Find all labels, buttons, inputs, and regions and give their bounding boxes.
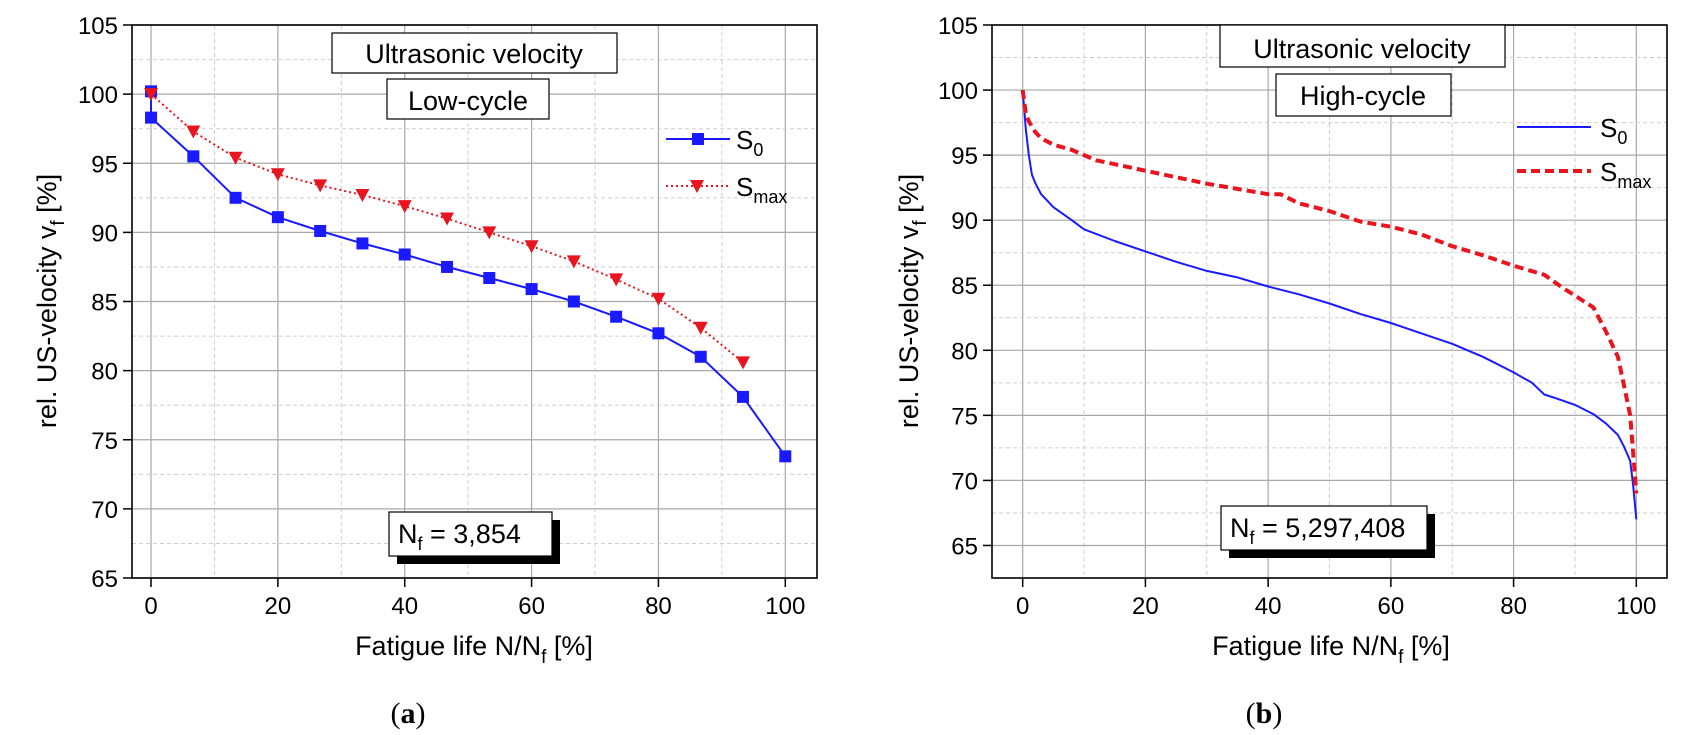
- panel-a-chart: 0 20 40 60 80 100 65 70 75 80 85 90 95 100 105 Ultraso…: [32, 13, 818, 730]
- a-point-0: [652, 327, 665, 340]
- a-legend-label-smax: Smax: [736, 172, 787, 207]
- a-point-max: [228, 151, 243, 165]
- a-point-max: [735, 356, 750, 370]
- a-y-tick-label: 90: [91, 220, 118, 247]
- b-legend-label-s0: S0: [1600, 113, 1627, 148]
- a-point-0: [525, 283, 538, 296]
- a-point-0: [398, 248, 411, 261]
- a-point-max: [524, 240, 539, 254]
- a-point-0: [779, 450, 792, 463]
- a-point-max: [144, 88, 159, 102]
- b-note-box: Nf = 5,297,408: [1220, 505, 1435, 558]
- b-x-axis-title: Fatigue life N/Nf [%]: [1212, 631, 1450, 668]
- a-legend-marker-smax: [690, 180, 704, 193]
- b-note-text: Nf = 5,297,408: [1230, 513, 1405, 548]
- a-x-tick-label: 80: [645, 593, 672, 620]
- b-legend: S0 Smax: [1517, 113, 1651, 192]
- a-point-max: [440, 212, 455, 226]
- a-title-line-1: Ultrasonic velocity: [365, 39, 583, 69]
- b-y-tick-label: 105: [938, 13, 978, 40]
- b-title-line-2: High-cycle: [1300, 81, 1426, 111]
- a-point-0: [314, 224, 327, 237]
- a-point-0: [441, 260, 454, 273]
- b-series-lines: [1020, 89, 1639, 520]
- a-point-0: [567, 295, 580, 308]
- a-point-0: [694, 350, 707, 363]
- a-point-max: [355, 189, 370, 203]
- a-x-tick-label: 100: [765, 593, 805, 620]
- b-y-tick-label: 70: [951, 468, 978, 495]
- a-note-box: Nf = 3,854: [388, 511, 560, 564]
- b-x-tick-label: 60: [1378, 593, 1405, 620]
- b-x-tick-label: 0: [1016, 593, 1029, 620]
- a-x-axis-title: Fatigue life N/Nf [%]: [355, 631, 593, 668]
- b-title-box-1: Ultrasonic velocity: [1219, 24, 1506, 68]
- a-point-0: [483, 271, 496, 284]
- a-point-0: [229, 191, 242, 204]
- b-legend-label-smax: Smax: [1600, 157, 1651, 192]
- a-y-tick-label: 105: [78, 13, 118, 40]
- a-y-tick-label: 65: [91, 566, 118, 593]
- b-x-tick-label: 100: [1616, 593, 1656, 620]
- a-title-box-2: Low-cycle: [386, 78, 550, 120]
- b-axis-ticks: 0 20 40 60 80 100 65 70 75 80 85 90 95 100 105: [938, 13, 1656, 620]
- b-title-line-1: Ultrasonic velocity: [1253, 34, 1471, 64]
- a-title-line-2: Low-cycle: [408, 86, 528, 116]
- b-series-0-line: [1021, 90, 1638, 520]
- a-point-max: [186, 125, 201, 139]
- a-caption: (a): [391, 697, 426, 730]
- a-point-max: [693, 321, 708, 335]
- a-point-max: [397, 200, 412, 214]
- a-x-tick-label: 20: [265, 593, 292, 620]
- b-x-tick-label: 40: [1255, 593, 1282, 620]
- a-point-0: [271, 211, 284, 224]
- a-point-0: [610, 310, 623, 323]
- a-legend-marker-s0: [692, 133, 704, 145]
- a-x-tick-label: 40: [391, 593, 418, 620]
- b-series-max-line: [1020, 89, 1639, 494]
- a-y-tick-label: 85: [91, 290, 118, 317]
- b-y-tick-label: 75: [951, 403, 978, 430]
- a-point-0: [187, 150, 200, 163]
- b-y-tick-label: 95: [951, 143, 978, 170]
- b-x-tick-label: 20: [1132, 593, 1159, 620]
- a-axis-ticks: 0 20 40 60 80 100 65 70 75 80 85 90 95 100 105: [78, 13, 805, 620]
- b-y-axis-title: rel. US-velocity vf [%]: [894, 174, 931, 428]
- a-legend-label-s0: S0: [736, 125, 763, 160]
- a-y-tick-label: 100: [78, 82, 118, 109]
- a-series-lines: [144, 85, 792, 463]
- b-y-tick-label: 90: [951, 208, 978, 235]
- b-y-tick-label: 65: [951, 533, 978, 560]
- a-legend: S0 Smax: [666, 125, 787, 207]
- a-x-tick-label: 60: [518, 593, 545, 620]
- a-y-tick-label: 70: [91, 497, 118, 524]
- a-point-max: [609, 273, 624, 287]
- a-series-max-line: [150, 93, 744, 364]
- a-point-max: [313, 179, 328, 193]
- a-y-tick-label: 75: [91, 428, 118, 455]
- b-title-box-2: High-cycle: [1275, 73, 1452, 117]
- a-y-tick-label: 80: [91, 359, 118, 386]
- b-gridlines: [992, 24, 1667, 578]
- a-x-tick-label: 0: [144, 593, 157, 620]
- a-title-box-1: Ultrasonic velocity: [331, 32, 618, 74]
- a-point-max: [270, 168, 285, 182]
- b-x-tick-label: 80: [1500, 593, 1527, 620]
- a-point-max: [482, 226, 497, 240]
- b-y-tick-label: 80: [951, 338, 978, 365]
- a-y-tick-label: 95: [91, 151, 118, 178]
- a-point-0: [736, 390, 749, 403]
- a-y-axis-title: rel. US-velocity vf [%]: [32, 174, 69, 428]
- a-point-0: [356, 237, 369, 250]
- a-point-max: [566, 255, 581, 269]
- panel-b-chart: 0 20 40 60 80 100 65 70 75 80 85 90 95 100 105 Ultraso…: [894, 13, 1668, 730]
- a-point-max: [651, 292, 666, 306]
- b-y-tick-label: 85: [951, 273, 978, 300]
- b-caption: (b): [1246, 697, 1283, 730]
- a-point-0: [145, 111, 158, 124]
- a-note-text: Nf = 3,854: [398, 519, 521, 554]
- b-y-tick-label: 100: [938, 78, 978, 105]
